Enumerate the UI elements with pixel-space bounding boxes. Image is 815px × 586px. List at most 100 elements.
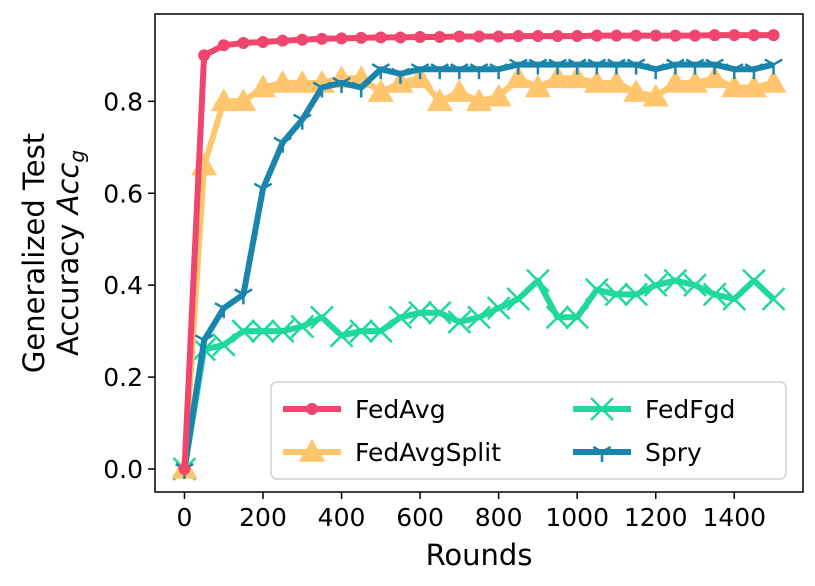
legend-item-fedfgd: FedFgd [573,395,735,424]
data-point-fedavg [610,29,623,42]
data-point-fedavgsplit [230,88,257,112]
data-point-fedfgd [624,282,648,307]
series-layer [171,29,787,481]
data-point-fedfgd [683,273,707,298]
data-point-fedavg [453,30,466,43]
data-point-spry [371,63,391,80]
data-point-fedavgsplit [289,69,316,93]
data-point-fedavg [257,36,269,49]
data-point-fedfgd [388,305,413,330]
data-point-fedfgd [722,287,747,311]
x-tick-label: 400 [318,503,366,532]
x-tick-label: 1000 [545,503,609,532]
data-point-fedavgsplit [466,88,492,112]
data-point-fedavg [237,36,250,49]
series-spry [175,58,783,480]
data-point-fedavg [492,30,505,43]
data-point-fedavg [531,30,544,43]
data-point-spry [450,63,469,80]
data-point-fedfgd [349,319,374,344]
data-point-spry [194,334,214,351]
data-point-fedavg [689,29,701,42]
data-point-fedfgd [486,296,511,321]
data-point-fedavg [178,463,191,476]
data-point-fedfgd [663,268,688,293]
y-axis-label-line2: Accuracy Accg [51,150,89,356]
data-point-fedavgsplit [426,88,453,112]
data-point-fedfgd [702,282,727,307]
legend-marker [592,445,612,462]
data-point-fedfgd [467,305,491,330]
data-point-fedavg [708,29,721,42]
data-point-fedfgd [526,268,550,293]
data-point-fedavg [433,30,446,43]
tick-layer: 0 200 400 600 800 1000 1200 1400 0.0 0.2 0.4 0.6 0.8 [103,87,766,532]
y-axis-label-line1: Generalized Test [17,133,51,373]
x-tick-label: 1400 [702,503,766,532]
data-point-fedfgd [427,300,452,325]
data-point-spry [469,63,489,80]
series-fedavg [178,29,780,476]
data-point-fedavg [414,30,427,43]
data-point-fedavgsplit [544,65,571,89]
legend-frame [270,381,787,480]
x-axis-label: Rounds [426,538,533,572]
data-point-fedavg [649,29,662,42]
data-point-fedavg [630,29,643,42]
data-point-spry [410,63,430,80]
legend-item-fedavgsplit: FedAvgSplit [283,438,501,467]
data-point-fedavg [512,30,525,43]
data-point-fedavgsplit [485,83,512,107]
data-point-fedavg [747,29,760,42]
data-point-fedavg [355,31,368,44]
legend-marker [299,439,325,462]
x-tick-label: 600 [396,503,444,532]
data-point-fedavgsplit [505,65,532,89]
y-tick-label: 0.6 [103,179,143,208]
data-point-fedavg [551,30,564,43]
data-point-spry [705,58,724,75]
data-point-spry [646,63,666,80]
data-point-fedavgsplit [191,152,218,176]
y-tick-label: 0.4 [103,271,143,300]
data-point-fedavgsplit [721,74,748,98]
data-point-spry [685,58,705,75]
data-point-fedavgsplit [446,79,473,102]
data-point-spry [548,58,567,75]
data-point-fedfgd [368,319,393,344]
data-point-spry [666,58,685,75]
x-tick-label: 0 [177,503,193,532]
legend: FedAvg FedAvgSplit FedFgd Spry [270,381,787,480]
y-axis-label-math: Acc [51,163,85,217]
data-point-spry [489,63,508,80]
data-point-spry [292,113,312,130]
data-point-fedavg [198,49,211,62]
data-point-fedavg [571,30,584,43]
data-point-fedavg [315,32,328,45]
data-point-spry [626,58,646,75]
data-point-spry [273,136,292,153]
data-point-fedavgsplit [701,65,728,89]
legend-label: Spry [645,438,702,467]
data-point-spry [312,81,332,98]
data-point-spry [430,63,450,80]
data-point-fedavg [669,29,682,42]
data-point-spry [724,63,744,80]
data-point-fedavgsplit [524,74,551,98]
data-point-fedavgsplit [760,69,787,93]
data-point-fedavgsplit [564,65,591,89]
legend-item-fedavg: FedAvg [283,395,446,424]
data-point-fedfgd [506,287,531,311]
legend-marker [590,397,614,421]
x-tick-label: 200 [239,503,287,532]
data-point-spry [214,302,234,319]
data-point-spry [508,58,528,75]
data-point-fedfgd [742,268,766,293]
data-point-fedfgd [545,305,570,330]
data-point-fedfgd [408,300,432,325]
data-point-spry [351,81,371,98]
data-point-fedavgsplit [583,69,610,93]
data-point-fedfgd [270,319,295,344]
data-point-fedfgd [761,287,786,311]
data-point-fedfgd [643,273,668,298]
